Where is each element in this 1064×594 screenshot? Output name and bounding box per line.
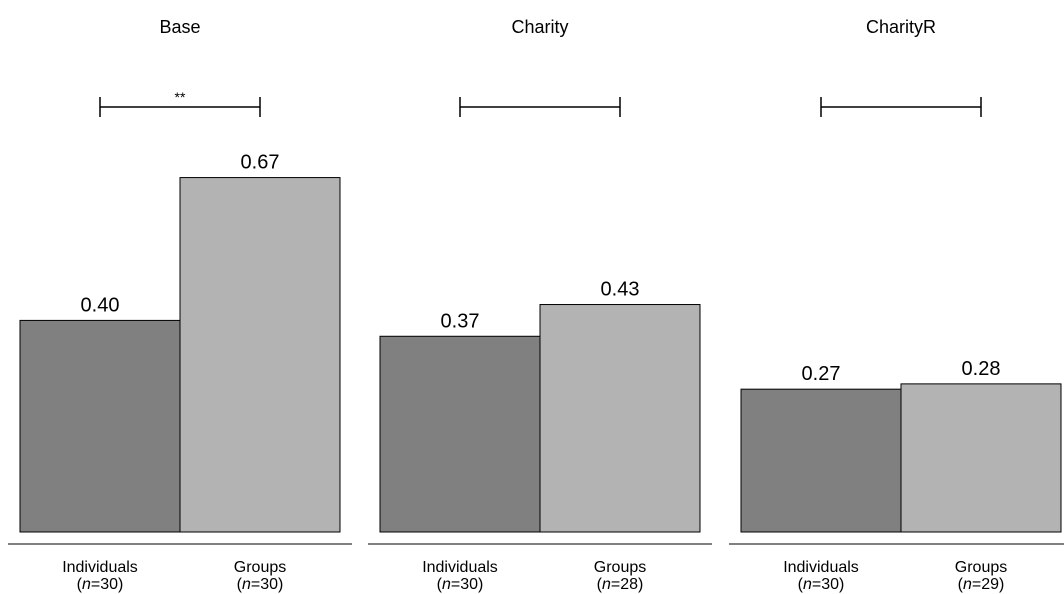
data-label: 0.40 [81,294,120,316]
data-label: 0.28 [962,358,1001,380]
bar-charityr-individuals [740,388,902,533]
sample-size-label: (n=30) [437,576,484,593]
significance-marker: ** [175,89,186,105]
bar-charity-individuals [379,335,541,533]
sample-size-label: (n=30) [798,576,845,593]
sample-size-label: (n=28) [597,576,644,593]
x-tick-label: Groups [234,559,286,576]
data-label: 0.37 [441,310,480,332]
bar-base-groups [179,177,341,533]
x-tick-label: Individuals [422,559,498,576]
data-label: 0.67 [241,152,280,174]
bar-charityr-groups [900,383,1062,533]
data-label: 0.43 [601,279,640,301]
x-tick-label: Individuals [62,559,138,576]
panel-title-base: Base [159,17,200,37]
x-tick-label: Groups [955,559,1007,576]
x-tick-label: Groups [594,559,646,576]
bar-base-individuals [19,319,181,533]
bar-charity-groups [539,304,701,533]
panel-title-charity: Charity [511,17,568,37]
sample-size-label: (n=30) [77,576,124,593]
sample-size-label: (n=30) [237,576,284,593]
panel-title-charityr: CharityR [866,17,936,37]
x-tick-label: Individuals [783,559,859,576]
data-label: 0.27 [802,363,841,385]
sample-size-label: (n=29) [958,576,1005,593]
